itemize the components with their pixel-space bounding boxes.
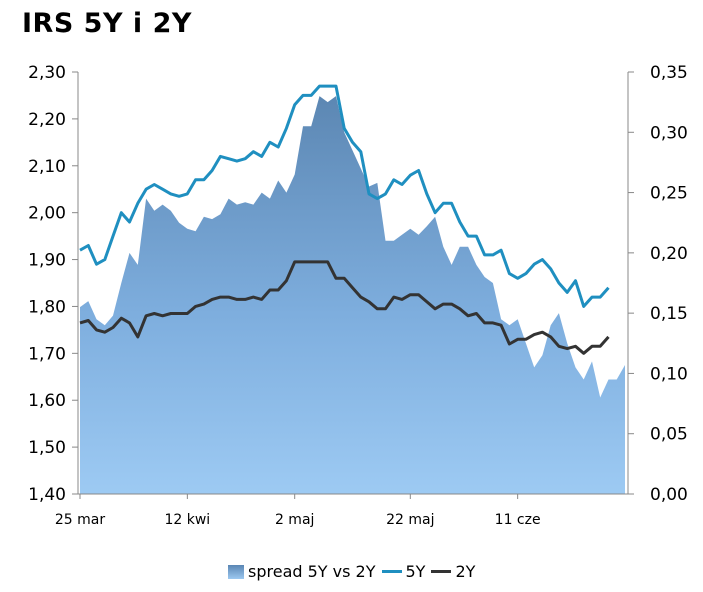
legend-label-2y: 2Y [455,562,476,581]
left-tick-label: 1,50 [28,438,66,458]
right-tick-label: 0,35 [650,63,688,83]
left-tick-label: 1,60 [28,391,66,411]
line-layer [79,84,610,355]
right-tick-label: 0,15 [650,304,688,324]
right-tick-label: 0,25 [650,184,688,204]
legend-label-5y: 5Y [405,562,426,581]
right-tick-label: 0,00 [650,485,688,505]
x-tick-label: 12 kwi [164,512,210,528]
chart-title: IRS 5Y i 2Y [22,8,192,39]
left-tick-label: 2,10 [28,157,66,177]
right-tick-label: 0,10 [650,364,688,384]
legend-line-2y [431,570,452,573]
left-tick-label: 1,90 [28,251,66,271]
x-tick-label: 11 cze [495,512,541,528]
legend: spread 5Y vs 2Y 5Y 2Y [228,562,481,581]
series-2y-line [79,260,610,355]
series-5y-line [79,84,610,308]
left-tick-label: 1,70 [28,344,66,364]
left-tick-label: 2,30 [28,63,66,83]
legend-swatch-spread [228,564,244,579]
left-tick-label: 1,80 [28,297,66,317]
tick-label-layer: 1,40 1,50 1,60 1,70 1,80 1,90 2,00 2,10 2,20 2,30… [28,63,688,528]
axis-layer [72,71,634,499]
left-tick-label: 2,00 [28,204,66,224]
legend-item-5y: 5Y [381,562,426,581]
x-tick-label: 2 maj [275,512,314,528]
right-tick-label: 0,30 [650,123,688,143]
right-tick-label: 0,20 [650,244,688,264]
legend-line-5y [381,570,402,573]
spread-area-layer [80,96,625,494]
legend-item-2y: 2Y [431,562,475,581]
right-tick-label: 0,05 [650,425,688,445]
x-tick-label: 22 maj [386,512,434,528]
legend-item-spread: spread 5Y vs 2Y [228,562,376,581]
series-spread-area [80,96,625,494]
legend-label-spread: spread 5Y vs 2Y [248,562,376,581]
x-tick-label: 25 mar [55,512,105,528]
left-tick-label: 2,20 [28,110,66,130]
left-tick-label: 1,40 [28,485,66,505]
